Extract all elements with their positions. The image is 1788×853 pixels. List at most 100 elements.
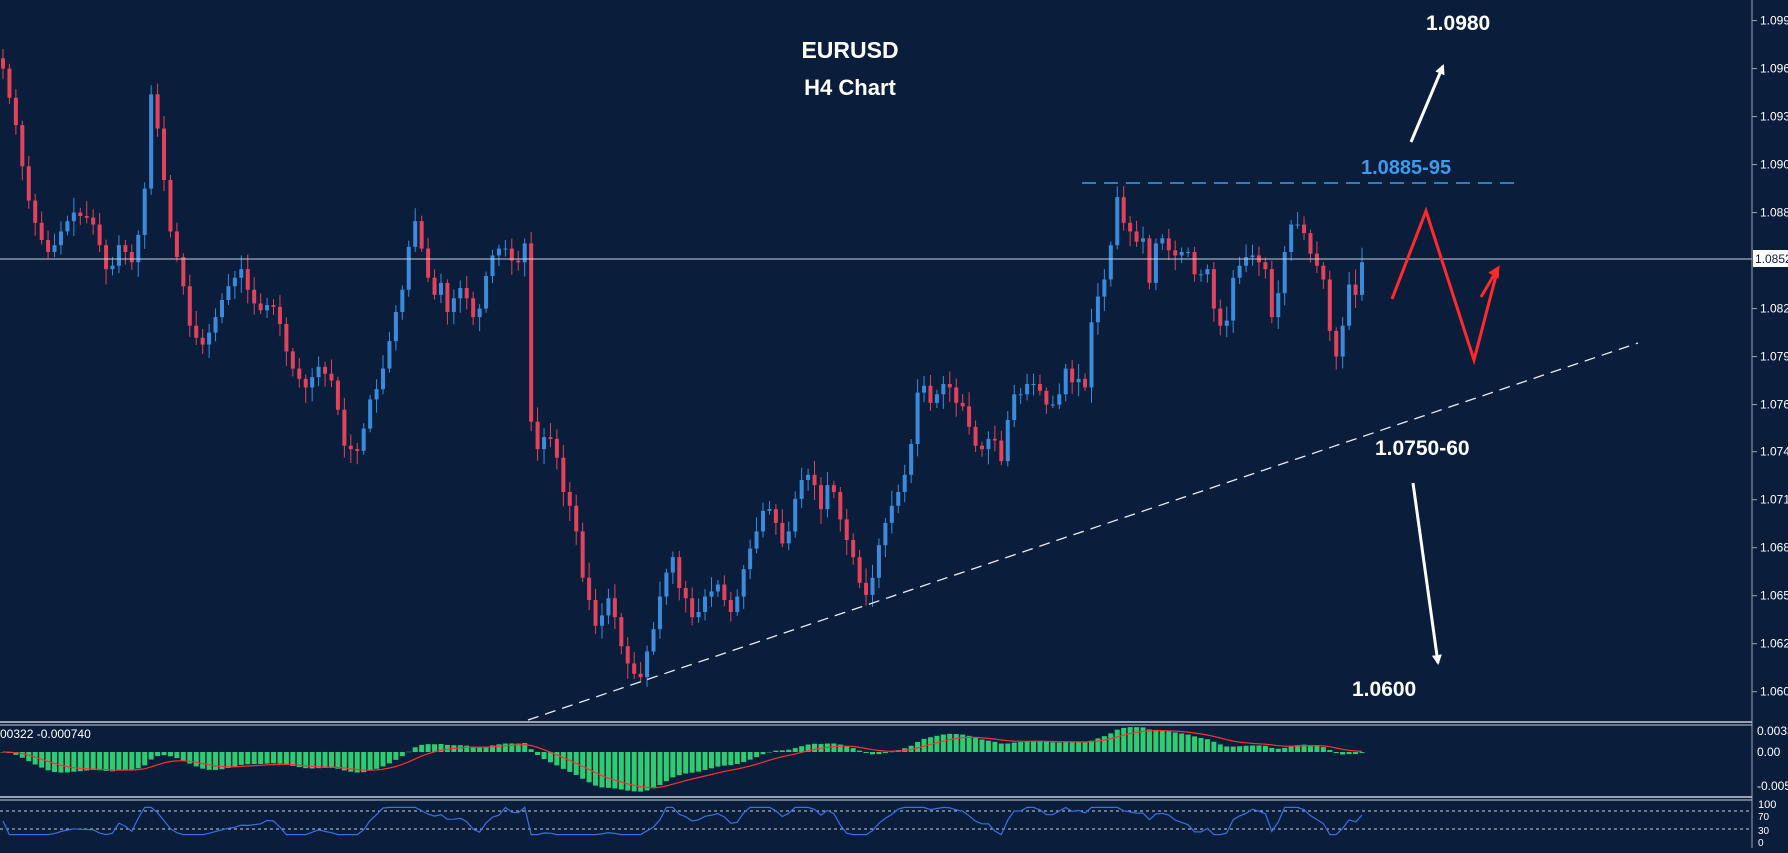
macd-bar <box>77 752 83 772</box>
macd-bar <box>560 752 566 769</box>
macd-bar <box>258 752 264 765</box>
macd-bar <box>374 752 380 769</box>
price-tick-label: 1.06015 <box>1760 685 1788 699</box>
macd-bar <box>174 752 180 759</box>
candle-body <box>1334 330 1339 357</box>
macd-bar <box>1088 740 1094 752</box>
macd-bar <box>52 752 58 772</box>
candle-body <box>271 305 276 307</box>
macd-tick-bottom: -0.00504 <box>1757 779 1788 793</box>
macd-bar <box>612 752 618 789</box>
candle-body <box>252 289 257 304</box>
macd-bar <box>708 752 714 769</box>
candle-body <box>1141 238 1146 242</box>
candle-body <box>664 572 669 597</box>
candle-body <box>793 498 798 532</box>
candle-body <box>915 392 920 444</box>
macd-bar <box>167 752 173 757</box>
macd-bar <box>786 749 792 752</box>
macd-bar <box>567 752 573 772</box>
macd-bar <box>316 752 322 769</box>
macd-bar <box>547 752 553 763</box>
candle-body <box>1295 224 1300 226</box>
candle-body <box>735 596 740 612</box>
macd-bar <box>206 752 212 770</box>
macd-bar <box>580 752 586 779</box>
macd-bar <box>721 752 727 766</box>
macd-bar <box>1050 742 1056 752</box>
candle-body <box>657 596 662 630</box>
candle-body <box>806 474 811 480</box>
price-panel: EURUSD H4 Chart 1.0980 1.0885-95 1.0750-… <box>0 12 1752 721</box>
candle-body <box>967 406 972 427</box>
candle-body <box>1108 245 1113 280</box>
candle-body <box>116 245 121 266</box>
candle-body <box>277 306 282 324</box>
candle-body <box>413 221 418 247</box>
price-tick-label: 1.07135 <box>1760 493 1788 507</box>
candle-body <box>284 324 289 352</box>
candle-body <box>844 519 849 540</box>
macd-bar <box>1301 744 1307 752</box>
candle-body <box>323 366 328 374</box>
resistance-label: 1.0885-95 <box>1361 157 1451 179</box>
target-up-label: 1.0980 <box>1426 12 1490 35</box>
macd-bar <box>90 752 96 771</box>
candle-body <box>902 474 907 492</box>
candle-body <box>393 312 398 342</box>
candle-body <box>290 351 295 369</box>
macd-bar <box>148 752 154 760</box>
macd-histogram <box>0 727 1365 792</box>
candle-body <box>1276 293 1281 318</box>
candle-body <box>168 180 173 232</box>
macd-bar <box>161 752 167 756</box>
macd-bar <box>618 752 624 790</box>
candle-body <box>1044 390 1049 405</box>
macd-bar <box>844 746 850 752</box>
macd-bar <box>19 752 25 758</box>
candle-body <box>690 598 695 618</box>
macd-bar <box>116 752 122 771</box>
candle-body <box>406 246 411 290</box>
macd-bar <box>1043 741 1049 752</box>
macd-bar <box>1217 744 1223 752</box>
macd-bar <box>1295 745 1301 752</box>
price-axis: 1.09930 1.09650 1.09370 1.09090 1.08810 1.082… <box>1751 0 1788 848</box>
candle-body <box>587 577 592 600</box>
candle-body <box>1321 265 1326 280</box>
candle-body <box>33 200 38 223</box>
macd-bar <box>509 743 515 752</box>
macd-bar <box>689 752 695 773</box>
candle-body <box>722 584 727 600</box>
macd-bar <box>502 743 508 752</box>
candle-body <box>136 234 141 263</box>
macd-bar <box>122 752 128 770</box>
candle-body <box>232 277 237 287</box>
candle-body <box>149 94 154 189</box>
macd-bar <box>232 752 238 767</box>
macd-bar <box>947 733 953 752</box>
candle-body <box>329 373 334 381</box>
candle-body <box>1076 378 1081 383</box>
macd-bar <box>715 752 721 767</box>
macd-bar <box>1101 736 1107 752</box>
macd-bar <box>586 752 592 783</box>
candle-body <box>567 492 572 506</box>
candle-body <box>162 128 167 180</box>
macd-bar <box>1037 740 1043 752</box>
candle-body <box>1192 252 1197 275</box>
macd-bar <box>1095 738 1101 752</box>
macd-bar <box>399 752 405 757</box>
candle-body <box>516 260 521 263</box>
macd-bar <box>831 743 837 752</box>
candle-body <box>535 421 540 450</box>
candle-body <box>1179 252 1184 256</box>
candle-body <box>155 94 160 129</box>
macd-bar <box>64 752 70 773</box>
candle-body <box>335 380 340 410</box>
macd-bar <box>663 752 669 782</box>
macd-bar <box>799 746 805 752</box>
macd-bar <box>457 745 463 752</box>
candle-body <box>26 166 31 201</box>
